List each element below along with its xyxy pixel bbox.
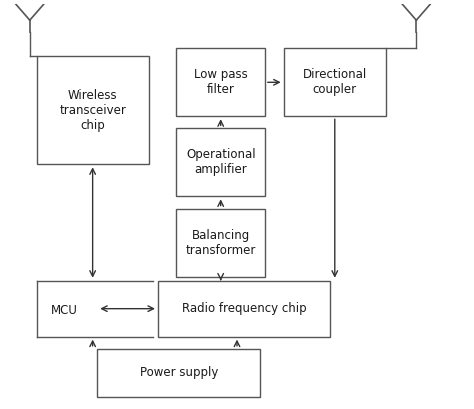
Bar <box>176 48 265 116</box>
Text: Radio frequency chip: Radio frequency chip <box>182 302 306 315</box>
Bar <box>37 56 148 164</box>
Text: Operational
amplifier: Operational amplifier <box>186 148 255 176</box>
Bar <box>176 209 265 276</box>
Text: Balancing
transformer: Balancing transformer <box>185 229 256 256</box>
Bar <box>97 349 260 397</box>
Text: Wireless
transceiver
chip: Wireless transceiver chip <box>59 89 126 132</box>
Text: MCU: MCU <box>51 304 78 317</box>
Text: Power supply: Power supply <box>140 366 218 379</box>
Bar <box>158 281 330 337</box>
Bar <box>176 128 265 196</box>
Bar <box>283 48 386 116</box>
Text: Directional
coupler: Directional coupler <box>303 68 367 96</box>
Text: Low pass
filter: Low pass filter <box>194 68 247 96</box>
